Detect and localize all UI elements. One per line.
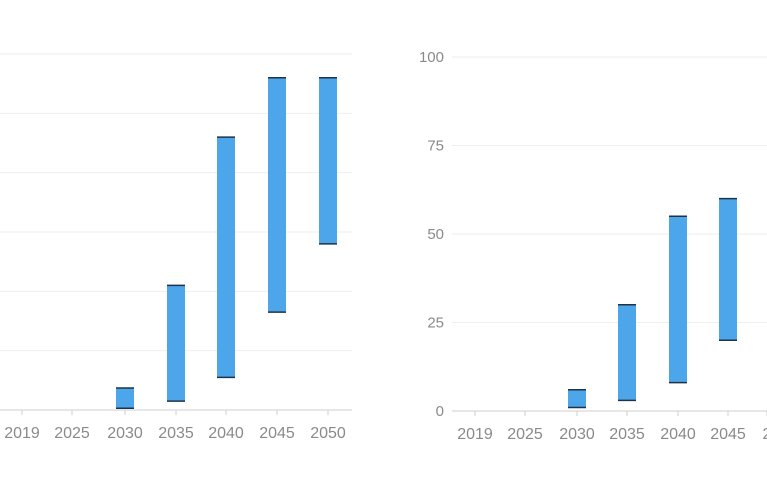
- range-bar-2045: [268, 77, 286, 313]
- range-bar-2045: [719, 198, 737, 341]
- left-chart: 2019 2025 2030 2035 2040 2045 2050: [0, 53, 352, 442]
- x-tick-label: 2035: [158, 425, 194, 442]
- x-tick-label: 2025: [54, 425, 90, 442]
- range-bar-2035: [618, 304, 636, 401]
- y-tick-label: 75: [427, 138, 444, 155]
- x-tick-label: 2019: [4, 425, 40, 442]
- range-bar-2030: [568, 389, 586, 408]
- y-tick-label: 25: [427, 315, 444, 332]
- x-tick-label: 2040: [660, 426, 696, 443]
- y-tick-label: 50: [427, 226, 444, 243]
- right-chart: 0 25 50 75 100 2019 2025 2030 2035 2040 2045 2: [419, 49, 767, 443]
- x-tick-label: 2019: [457, 426, 493, 443]
- x-tick-label: 2045: [259, 425, 295, 442]
- x-tick-label: 2: [763, 426, 767, 443]
- x-tick-label: 2045: [710, 426, 746, 443]
- range-bar-2040: [217, 137, 235, 378]
- x-tick-label: 2035: [609, 426, 645, 443]
- y-tick-label: 100: [419, 49, 444, 66]
- range-bar-2030: [116, 388, 134, 409]
- range-bar-2040: [669, 216, 687, 383]
- x-tick-label: 2040: [208, 425, 244, 442]
- x-tick-label: 2030: [559, 426, 595, 443]
- x-tick-label: 2025: [507, 426, 543, 443]
- x-tick-label: 2050: [310, 425, 346, 442]
- range-bar-2050: [319, 77, 337, 244]
- x-tick-label: 2030: [107, 425, 143, 442]
- range-bar-2035: [167, 285, 185, 402]
- y-tick-label: 0: [436, 403, 444, 420]
